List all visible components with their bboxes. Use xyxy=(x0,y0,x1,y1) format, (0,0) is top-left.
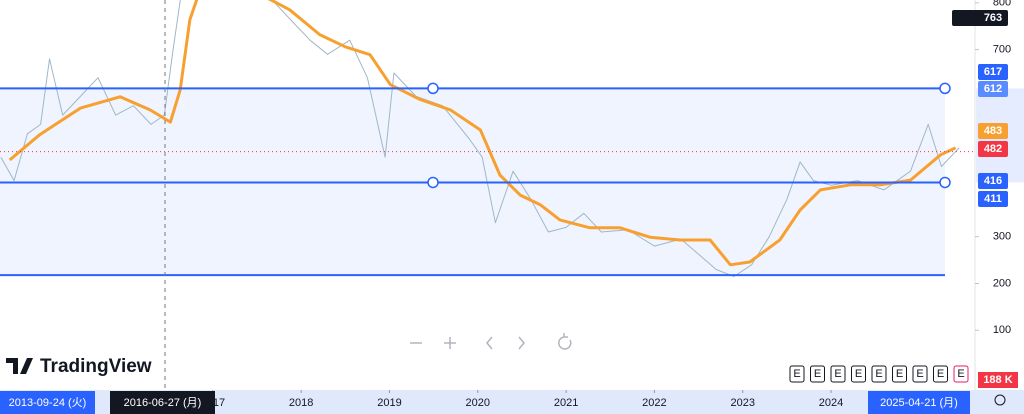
price-label-box xyxy=(978,123,1008,139)
earnings-marker: E xyxy=(814,368,821,380)
price-label: 416 xyxy=(984,175,1002,187)
earnings-box xyxy=(892,365,907,383)
y-tick-label: 200 xyxy=(993,277,1011,289)
scroll-right[interactable] xyxy=(518,336,525,350)
moving-average-line xyxy=(8,0,957,267)
date-label: 2016-06-27 (月) xyxy=(124,397,202,409)
x-tick-label: 2024 xyxy=(819,397,843,409)
x-tick-label: 2020 xyxy=(466,397,490,409)
earnings-marker: E xyxy=(855,368,862,380)
volume-label-box xyxy=(978,372,1018,388)
date-label: 2013-09-24 (火) xyxy=(9,397,87,409)
earnings-marker: E xyxy=(793,368,800,380)
earnings-box xyxy=(789,365,805,383)
earnings-box xyxy=(933,365,948,383)
nav-buttons[interactable] xyxy=(410,333,572,350)
level-handle xyxy=(939,176,951,189)
earnings-marker: E xyxy=(916,368,923,380)
date-label-box xyxy=(0,391,95,414)
earnings-marker: E xyxy=(957,368,964,380)
price-label-box xyxy=(978,81,1008,97)
x-tick-label: 2023 xyxy=(730,397,754,409)
price-label-box xyxy=(978,191,1008,207)
y-tick-label: 800 xyxy=(993,0,1011,9)
level-handle xyxy=(939,82,951,95)
price-label: 763 xyxy=(984,12,1002,24)
earnings-marker: E xyxy=(896,368,903,380)
earnings-box xyxy=(871,365,887,383)
price-label-box xyxy=(978,141,1008,157)
price-label-box xyxy=(978,173,1008,189)
earnings-marker: E xyxy=(875,368,882,380)
logo: TradingView xyxy=(6,356,152,377)
date-label-box xyxy=(868,391,970,414)
price-label-box xyxy=(952,10,1008,26)
y-tick-label: 300 xyxy=(993,231,1011,243)
y-tick-label: 700 xyxy=(993,43,1011,55)
reset[interactable] xyxy=(558,333,572,350)
price-label: 612 xyxy=(984,83,1002,95)
price-label: 411 xyxy=(984,193,1002,205)
date-label: 2025-04-21 (月) xyxy=(880,397,958,409)
logo-mark xyxy=(6,358,33,374)
volume-label: 188 K xyxy=(983,374,1012,386)
zoom-in[interactable] xyxy=(444,337,456,349)
price-label-box xyxy=(978,64,1008,80)
x-tick-label: 2018 xyxy=(289,397,313,409)
settings-icon[interactable] xyxy=(994,394,1006,406)
level-handle xyxy=(427,176,439,189)
earnings-box xyxy=(810,365,825,383)
x-tick-label: 2021 xyxy=(554,397,578,409)
logo-text: TradingView xyxy=(40,356,152,377)
earnings-marker: E xyxy=(937,368,944,380)
earnings-box xyxy=(912,365,928,383)
earnings-box xyxy=(953,365,969,383)
x-tick-label: 2019 xyxy=(377,397,401,409)
price-label: 617 xyxy=(984,66,1002,78)
x-tick-label: 2022 xyxy=(642,397,666,409)
earnings-box xyxy=(830,365,846,383)
level-handle xyxy=(427,82,439,95)
date-label-box xyxy=(110,391,215,414)
price-label: 483 xyxy=(984,125,1002,137)
y-tick-label: 100 xyxy=(993,324,1011,336)
earnings-box xyxy=(851,365,866,383)
price-label: 482 xyxy=(984,143,1002,155)
scroll-left[interactable] xyxy=(486,336,493,350)
price-line xyxy=(0,0,960,277)
earnings-marker: E xyxy=(834,368,841,380)
